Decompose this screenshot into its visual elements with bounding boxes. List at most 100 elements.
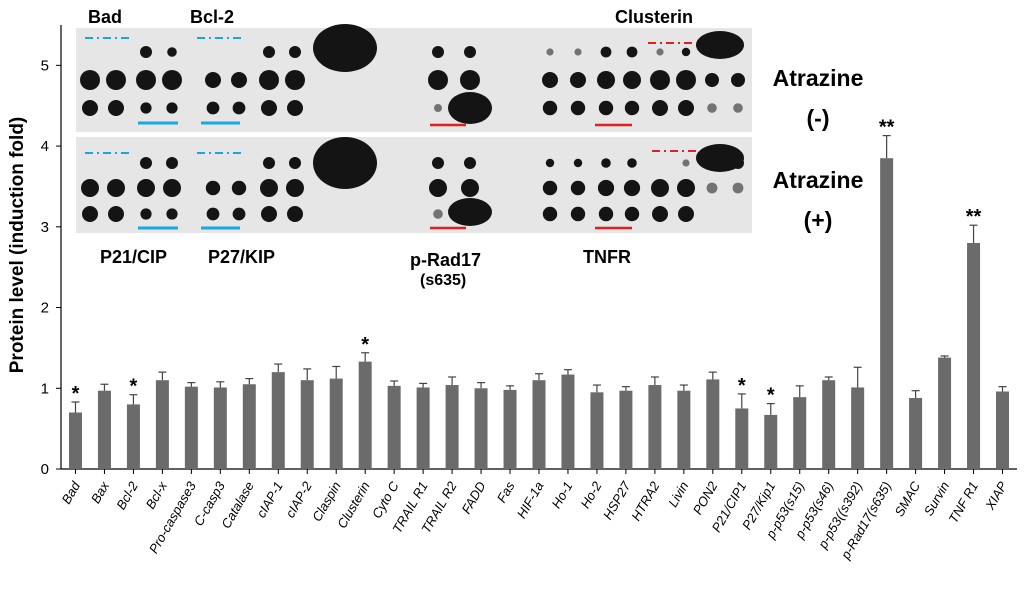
blot-spot: [429, 179, 447, 197]
bar: [445, 385, 459, 469]
blot-label-p21: P21/CIP: [100, 247, 167, 267]
blot-markers: [85, 37, 700, 230]
blot-spot: [464, 157, 476, 169]
blot-spot: [286, 179, 304, 197]
significance-marks: * *** *****: [72, 117, 982, 407]
bar: [213, 387, 227, 469]
significance-mark: **: [879, 117, 895, 139]
x-tick-label: Livin: [665, 479, 691, 510]
blot-spot: [600, 46, 612, 58]
bar: [68, 412, 82, 469]
blot-spot: [542, 180, 558, 196]
bar: [822, 380, 836, 469]
blot-spot: [573, 158, 583, 168]
blot-spot: [232, 101, 246, 115]
y-tick-label: 3: [41, 219, 49, 236]
bar: [155, 380, 169, 469]
blot-spot: [681, 47, 691, 57]
blot-spot: [706, 182, 718, 194]
x-tick-label: Bcl-2: [113, 478, 141, 512]
blot-spot: [260, 179, 278, 197]
blot-spot: [162, 70, 182, 90]
condition-plus-title: Atrazine: [773, 167, 864, 193]
significance-mark: **: [966, 206, 982, 228]
x-tick-label: HTRA2: [628, 478, 663, 523]
blot-label-s635: (s635): [420, 272, 466, 289]
bar: [880, 158, 894, 469]
y-tick-label: 4: [41, 138, 49, 155]
blot-spot: [626, 46, 638, 58]
blot-spot: [464, 46, 476, 58]
blot-spot: [206, 101, 220, 115]
blot-spot: [166, 157, 178, 169]
bar: [735, 408, 749, 469]
bar: [764, 414, 778, 469]
blot-blob: [696, 31, 744, 59]
blot-spot: [81, 179, 99, 197]
error-bars-group: [71, 134, 1007, 415]
blot-spot: [231, 180, 247, 196]
blot-spot: [80, 70, 100, 90]
y-tick-label: 2: [41, 300, 49, 317]
blot-spot: [428, 70, 448, 90]
blot-spot: [206, 207, 220, 221]
blot-spot: [263, 157, 275, 169]
blot-spot: [259, 70, 279, 90]
blot-spot: [601, 158, 611, 168]
y-ticks: 0 1 2 3 4 5: [41, 57, 61, 478]
bar: [300, 380, 314, 469]
blot-spot: [597, 179, 615, 197]
blot-spot: [136, 70, 156, 90]
bar: [996, 391, 1010, 469]
blot-spot: [542, 100, 558, 116]
bar: [561, 374, 575, 469]
blot-spot: [624, 100, 640, 116]
blot-spot: [263, 46, 275, 58]
blot-label-bad: Bad: [88, 7, 122, 27]
bar: [590, 392, 604, 469]
significance-mark: *: [130, 376, 138, 398]
blot-blob: [313, 137, 377, 189]
blot-spot: [651, 179, 669, 197]
blot-spot: [460, 70, 480, 90]
blot-spot: [678, 100, 694, 116]
x-tick-label: XIAP: [982, 479, 1010, 513]
x-tick-label: Ho-2: [577, 478, 604, 511]
bar: [677, 390, 691, 469]
blot-spot: [432, 157, 444, 169]
blot-spot: [140, 157, 152, 169]
blot-spot: [677, 179, 695, 197]
blot-spot: [287, 100, 303, 116]
bar: [967, 242, 981, 469]
blot-spots: [80, 24, 745, 226]
blot-spot: [624, 206, 640, 222]
blot-spot: [597, 71, 615, 89]
bar: [793, 397, 807, 469]
blot-spot: [705, 73, 719, 87]
x-tick-label: HIF-1a: [514, 479, 547, 521]
blot-inset: [76, 24, 752, 233]
blot-spot: [733, 103, 743, 113]
blot-spot: [627, 158, 637, 168]
blot-spot: [167, 47, 177, 57]
blot-spot: [108, 206, 124, 222]
blot-spot: [285, 70, 305, 90]
bar: [242, 384, 256, 469]
bars-group: [68, 158, 1010, 469]
bar: [97, 390, 111, 469]
blot-spot: [289, 46, 301, 58]
blot-spot: [656, 48, 664, 56]
blot-spot: [82, 206, 98, 222]
x-tick-label: SMAC: [891, 478, 923, 519]
condition-minus-title: Atrazine: [773, 65, 864, 91]
blot-spot: [570, 180, 586, 196]
bar: [184, 386, 198, 469]
blot-spot: [598, 206, 614, 222]
blot-label-bcl2: Bcl-2: [190, 7, 234, 27]
bar: [387, 385, 401, 469]
blot-spot: [650, 70, 670, 90]
bar: [126, 404, 140, 469]
significance-mark: *: [767, 385, 775, 407]
x-tick-label: Bax: [88, 479, 112, 506]
